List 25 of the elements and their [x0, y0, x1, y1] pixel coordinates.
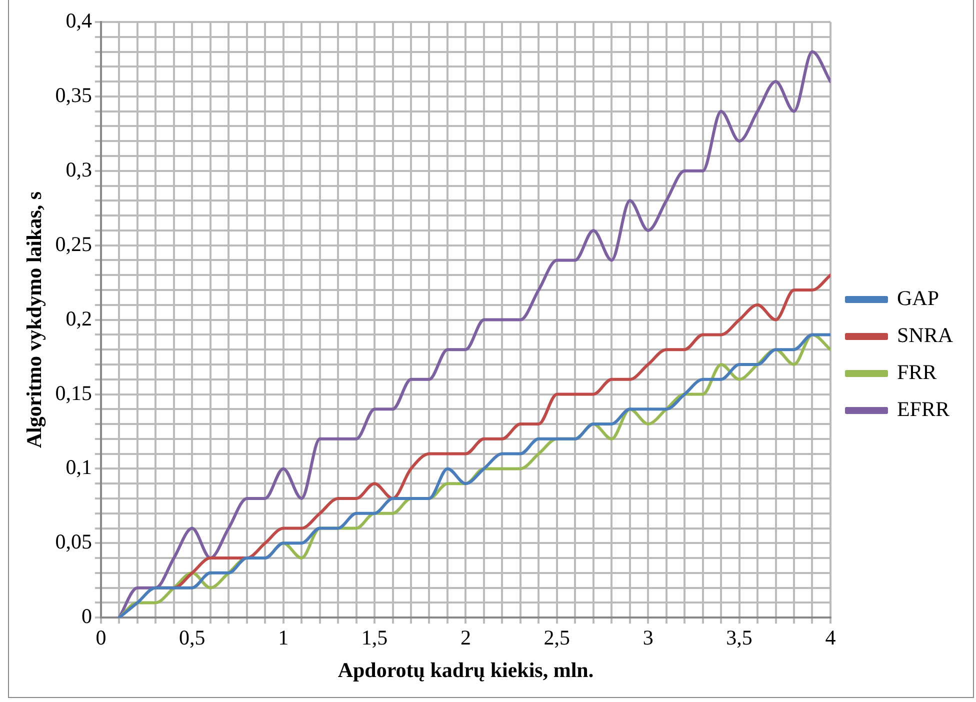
legend-label: GAP — [896, 286, 939, 310]
y-tick-label: 0,3 — [66, 157, 92, 182]
x-tick-label: 1 — [278, 626, 289, 650]
y-tick-label: 0,25 — [55, 232, 92, 256]
line-series — [118, 333, 830, 618]
x-tick-label: 3,5 — [726, 626, 752, 650]
line-series — [118, 50, 830, 618]
y-tick-label: 0,05 — [55, 530, 92, 554]
x-tick-label: 0,5 — [179, 626, 206, 650]
legend-label: SNRA — [896, 323, 954, 348]
x-tick-label: 3 — [642, 626, 654, 650]
legend-label: EFRR — [896, 397, 950, 422]
y-tick-label: 0,4 — [66, 8, 92, 33]
x-tick-label: 2 — [460, 626, 471, 650]
y-tick-label: 0,35 — [55, 82, 92, 107]
x-tick-label: 4 — [825, 626, 836, 650]
x-tick-label: 2,5 — [544, 626, 570, 650]
y-tick-label: 0 — [81, 604, 92, 628]
x-tick-label: 1,5 — [361, 626, 388, 650]
x-axis-title: Apdorotų kadrų kiekis, mln. — [338, 658, 594, 682]
legend-label: FRR — [896, 360, 937, 384]
y-axis-title: Algoritmo vykdymo laikas, s — [22, 191, 46, 448]
y-tick-label: 0,1 — [66, 455, 92, 480]
y-tick-label: 0,2 — [66, 306, 92, 330]
y-tick-label: 0,15 — [55, 380, 92, 405]
